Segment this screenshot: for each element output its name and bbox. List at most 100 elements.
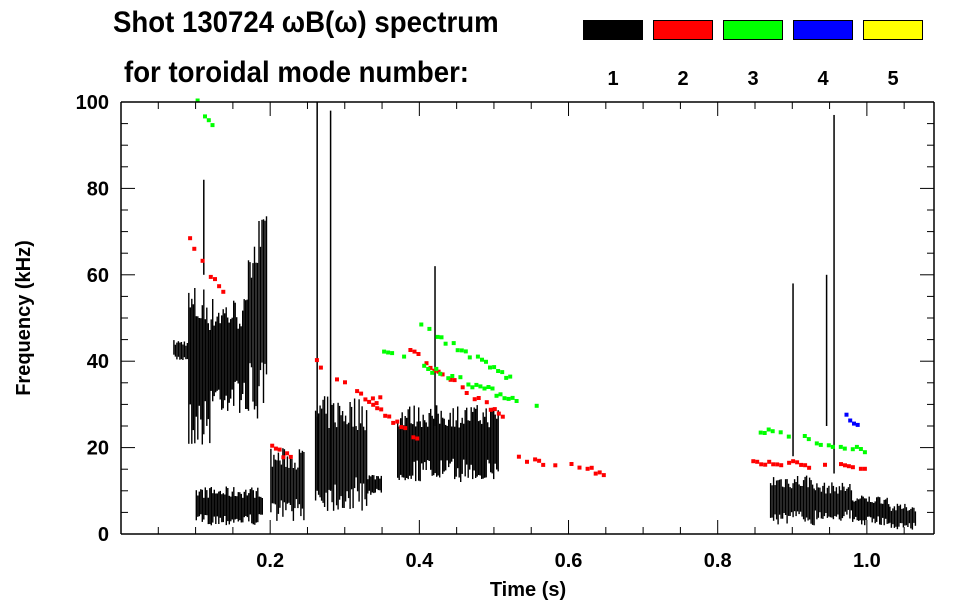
- spectrum-chirp-mode-2: [771, 462, 776, 467]
- spectrum-chirp-mode-3: [770, 429, 775, 434]
- spectrum-blob-mode-1: [233, 487, 235, 523]
- spectrum-blob-mode-1: [186, 343, 189, 360]
- spectrum-blob-mode-1: [227, 317, 229, 411]
- spectrum-blob-mode-1: [221, 494, 223, 523]
- spectrum-blob-mode-1: [195, 490, 197, 521]
- spectrum-blob-mode-1: [861, 495, 863, 525]
- spectrum-blob-mode-1: [320, 408, 323, 501]
- spectrum-chirp-mode-3: [514, 399, 519, 403]
- spectrum-blob-mode-1: [206, 490, 208, 516]
- spectrum-blob-mode-1: [401, 412, 403, 478]
- spectrum-chirp-mode-2: [597, 470, 602, 475]
- spectrum-chirp-mode-2: [192, 246, 197, 251]
- spectrum-blob-mode-1: [452, 408, 454, 459]
- spectrum-blob-mode-1: [428, 413, 430, 461]
- spectrum-chirp-mode-3: [778, 430, 783, 435]
- spectrum-blob-mode-1: [270, 448, 272, 513]
- spectrum-blob-mode-1: [286, 456, 289, 504]
- spectrum-blob-mode-1: [255, 491, 257, 523]
- spectrum-blob-mode-1: [484, 416, 486, 478]
- spectrum-blob-mode-1: [807, 487, 809, 521]
- spectrum-blob-mode-1: [298, 449, 301, 505]
- spectrum-blob-mode-1: [844, 491, 847, 512]
- spectrum-blob-mode-1: [798, 484, 800, 515]
- spectrum-chirp-mode-2: [213, 277, 217, 282]
- spectrum-blob-mode-1: [879, 497, 881, 525]
- spectrum-chirp-mode-3: [426, 367, 431, 371]
- spectrum-blob-mode-1: [901, 508, 903, 524]
- legend-swatch-mode-1: [583, 20, 643, 40]
- spectrum-blob-mode-1: [177, 341, 180, 357]
- spectrum-blob-mode-1: [796, 476, 799, 512]
- spectrum-chirp-mode-2: [335, 377, 339, 382]
- spectrum-blob-mode-1: [430, 408, 432, 470]
- spectrum-blob-mode-1: [239, 323, 241, 413]
- spectrum-blob-mode-1: [237, 328, 239, 384]
- spectrum-blob-mode-1: [291, 459, 293, 512]
- spectrum-blob-mode-1: [904, 503, 906, 526]
- spectrum-chirp-mode-3: [758, 430, 763, 435]
- spectrum-chirp-mode-2: [525, 459, 529, 464]
- spectrum-chirp-mode-2: [355, 389, 360, 394]
- spectrum-chirp-mode-2: [488, 407, 493, 412]
- spectrum-blob-mode-1: [793, 479, 796, 512]
- spectrum-blob-mode-1: [801, 486, 803, 517]
- spectrum-blob-mode-1: [359, 423, 362, 484]
- spectrum-blob-mode-1: [204, 487, 206, 515]
- spectrum-blob-mode-1: [231, 491, 233, 520]
- spectrum-blob-mode-1: [334, 422, 336, 485]
- spectrum-blob-mode-1: [338, 405, 341, 500]
- spectrum-blob-mode-1: [822, 485, 824, 519]
- spectrum-blob-mode-1: [343, 421, 345, 508]
- spectrum-chirp-mode-2: [416, 352, 421, 356]
- spectrum-chirp-mode-3: [486, 385, 491, 389]
- spectrum-blob-mode-1: [771, 485, 773, 518]
- spectrum-blob-mode-1: [322, 399, 324, 503]
- spectrum-chirp-mode-2: [484, 400, 489, 405]
- spectrum-blob-mode-1: [194, 288, 196, 444]
- spectrum-blob-mode-1: [850, 490, 853, 511]
- spectrum-blob-mode-1: [216, 316, 218, 391]
- spectrum-blob-mode-1: [890, 510, 893, 528]
- spectrum-chirp-mode-2: [436, 369, 441, 374]
- spectrum-blob-mode-1: [774, 485, 776, 515]
- spectrum-blob-mode-1: [905, 507, 908, 526]
- spectrum-blob-mode-1: [353, 398, 356, 489]
- spectrum-blob-mode-1: [243, 299, 245, 383]
- spectrum-blob-mode-1: [183, 341, 186, 358]
- spectrum-blob-mode-1: [295, 469, 298, 500]
- spectrum-blob-mode-1: [403, 425, 405, 478]
- legend-swatch-mode-4: [793, 20, 853, 40]
- spectrum-blob-mode-1: [817, 487, 820, 518]
- spectrum-chirp-mode-2: [188, 236, 193, 241]
- spectrum-blob-mode-1: [213, 489, 215, 517]
- spectrum-streak-mode-1: [833, 114, 835, 474]
- x-tick-label: 0.2: [256, 550, 284, 572]
- spectrum-blob-mode-1: [877, 496, 879, 517]
- spectrum-chirp-mode-2: [370, 396, 375, 401]
- spectrum-blob-mode-1: [283, 449, 286, 503]
- spectrum-blob-mode-1: [219, 490, 221, 518]
- spectrum-blob-mode-1: [230, 496, 232, 522]
- spectrum-chirp-mode-3: [490, 386, 495, 391]
- spectrum-chirp-mode-2: [387, 414, 392, 419]
- spectrum-blob-mode-1: [323, 396, 326, 507]
- spectrum-chirp-mode-2: [476, 396, 481, 400]
- spectrum-chirp-mode-2: [767, 459, 772, 464]
- spectrum-blob-mode-1: [212, 493, 214, 523]
- spectrum-blob-mode-1: [795, 482, 797, 517]
- spectrum-blob-mode-1: [356, 430, 359, 492]
- spectrum-chirp-mode-2: [395, 419, 400, 424]
- spectrum-chirp-mode-2: [472, 397, 477, 402]
- spectrum-blob-mode-1: [490, 408, 492, 473]
- spectrum-blob-mode-1: [221, 315, 223, 410]
- spectrum-blob-mode-1: [883, 499, 885, 526]
- spectrum-blob-mode-1: [288, 467, 290, 503]
- spectrum-blob-mode-1: [777, 480, 779, 525]
- spectrum-chirp-mode-2: [589, 465, 594, 470]
- spectrum-chirp-mode-2: [217, 284, 222, 289]
- spectrum-blob-mode-1: [419, 421, 421, 482]
- spectrum-blob-mode-1: [212, 299, 214, 402]
- spectrum-blob-mode-1: [227, 488, 229, 522]
- spectrum-blob-mode-1: [422, 414, 424, 470]
